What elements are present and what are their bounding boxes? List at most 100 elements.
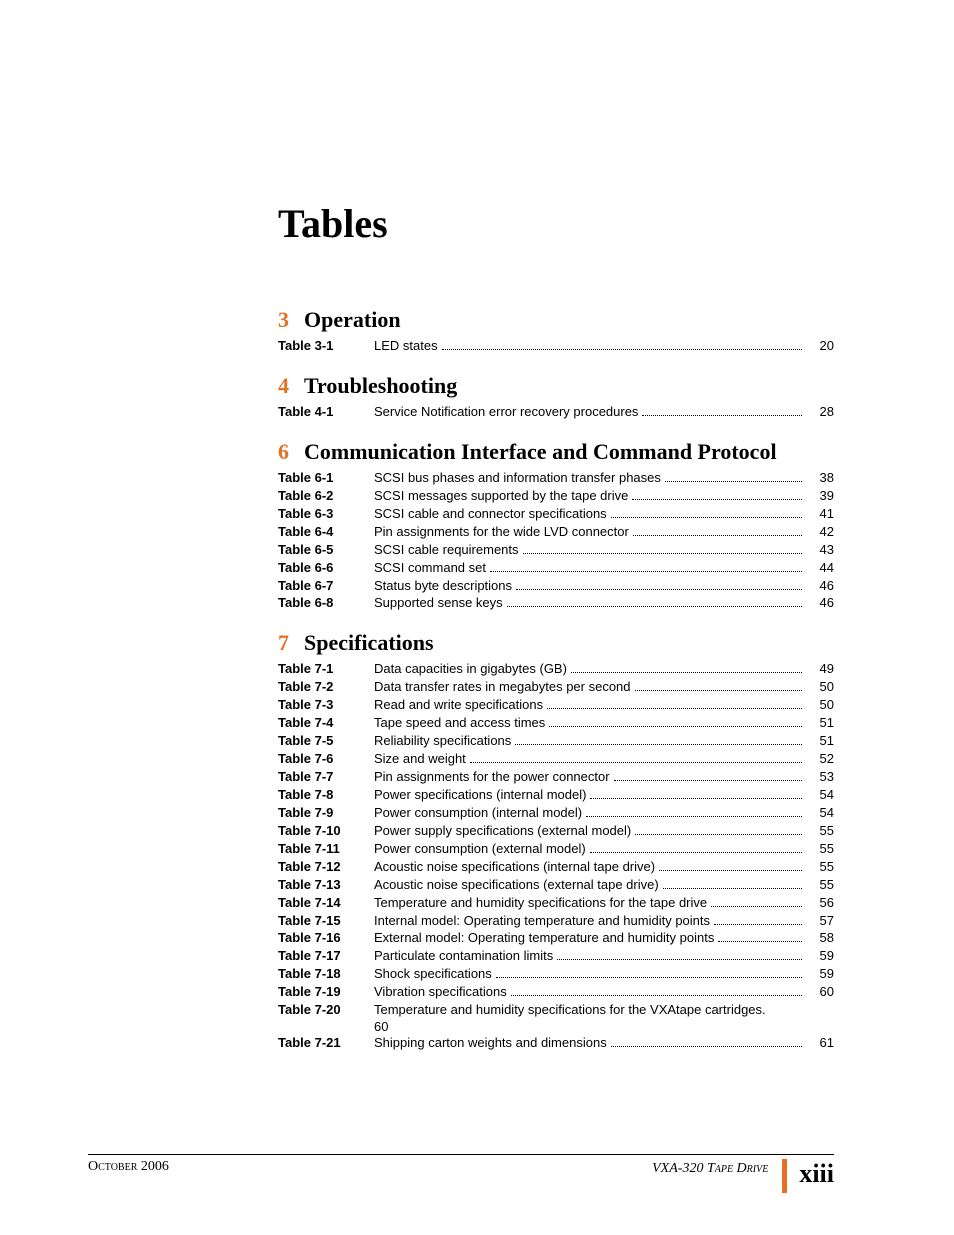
- page: Tables 3OperationTable 3-1LED states204T…: [0, 0, 954, 1235]
- toc-entry[interactable]: Table 7-12Acoustic noise specifications …: [278, 858, 834, 876]
- leader-dots: [635, 825, 802, 835]
- toc-entry[interactable]: Table 7-16External model: Operating temp…: [278, 929, 834, 947]
- entry-page: 28: [806, 403, 834, 421]
- entry-label: Table 7-9: [278, 804, 374, 822]
- leader-dots: [614, 771, 802, 781]
- toc-entry[interactable]: Table 6-1SCSI bus phases and information…: [278, 469, 834, 487]
- leader-dots: [516, 580, 802, 590]
- toc-entry[interactable]: Table 7-7Pin assignments for the power c…: [278, 768, 834, 786]
- leader-dots: [523, 544, 802, 554]
- toc-entry[interactable]: Table 7-10Power supply specifications (e…: [278, 822, 834, 840]
- toc-section: 7Specifications Table 7-1Data capacities …: [278, 630, 834, 1052]
- entry-description: SCSI cable requirements: [374, 541, 519, 559]
- entry-label: Table 6-7: [278, 577, 374, 595]
- leader-dots: [549, 717, 802, 727]
- toc-entry[interactable]: Table 7-13Acoustic noise specifications …: [278, 876, 834, 894]
- entry-description: Size and weight: [374, 750, 466, 768]
- entry-page: 61: [806, 1034, 834, 1052]
- leader-dots: [515, 735, 802, 745]
- footer: October 2006 VXA-320 Tape Drive xiii: [88, 1154, 834, 1193]
- leader-dots: [511, 986, 802, 996]
- toc-entry[interactable]: Table 7-8Power specifications (internal …: [278, 786, 834, 804]
- toc-entry[interactable]: Table 7-4Tape speed and access times51: [278, 714, 834, 732]
- entry-label: Table 6-5: [278, 541, 374, 559]
- leader-dots: [659, 861, 802, 871]
- entry-page: 51: [806, 732, 834, 750]
- section-title: Operation: [304, 307, 401, 333]
- toc-entry[interactable]: Table 7-18Shock specifications59: [278, 965, 834, 983]
- toc-entry[interactable]: Table 6-5SCSI cable requirements 43: [278, 541, 834, 559]
- toc-entry[interactable]: Table 7-3Read and write specifications 50: [278, 696, 834, 714]
- entry-label: Table 7-17: [278, 947, 374, 965]
- toc-entry[interactable]: Table 7-15Internal model: Operating temp…: [278, 912, 834, 930]
- entry-description: Temperature and humidity specifications …: [374, 1001, 834, 1019]
- entry-label: Table 7-20: [278, 1001, 374, 1019]
- entry-description: Vibration specifications: [374, 983, 507, 1001]
- toc-entry[interactable]: Table 7-6Size and weight52: [278, 750, 834, 768]
- entry-page: 43: [806, 541, 834, 559]
- entry-page: 46: [806, 594, 834, 612]
- entry-description: Service Notification error recovery proc…: [374, 403, 638, 421]
- section-title: Specifications: [304, 630, 434, 656]
- toc-entry[interactable]: Table 7-1Data capacities in gigabytes (G…: [278, 660, 834, 678]
- section-number: 7: [278, 630, 304, 656]
- entry-description: Reliability specifications: [374, 732, 511, 750]
- toc-entry[interactable]: Table 6-4Pin assignments for the wide LV…: [278, 523, 834, 541]
- entry-page: 46: [806, 577, 834, 595]
- entry-label: Table 6-2: [278, 487, 374, 505]
- entry-page: 60: [806, 983, 834, 1001]
- entry-description: SCSI command set: [374, 559, 486, 577]
- entry-description: Data transfer rates in megabytes per sec…: [374, 678, 631, 696]
- toc-entry[interactable]: Table 7-14Temperature and humidity speci…: [278, 894, 834, 912]
- entry-label: Table 7-8: [278, 786, 374, 804]
- entry-label: Table 6-8: [278, 594, 374, 612]
- toc-entry[interactable]: Table 7-17Particulate contamination limi…: [278, 947, 834, 965]
- entry-description: Acoustic noise specifications (external …: [374, 876, 659, 894]
- entry-page: 51: [806, 714, 834, 732]
- entry-label: Table 7-3: [278, 696, 374, 714]
- entry-page: 50: [806, 696, 834, 714]
- entry-description: Tape speed and access times: [374, 714, 545, 732]
- toc-entry[interactable]: Table 6-7Status byte descriptions46: [278, 577, 834, 595]
- entry-description: Particulate contamination limits: [374, 947, 553, 965]
- entry-label: Table 7-7: [278, 768, 374, 786]
- toc-entry[interactable]: Table 7-20Temperature and humidity speci…: [278, 1001, 834, 1019]
- toc-entry[interactable]: Table 7-2Data transfer rates in megabyte…: [278, 678, 834, 696]
- entry-description: Power supply specifications (external mo…: [374, 822, 631, 840]
- entry-continuation: 60: [374, 1019, 834, 1034]
- entry-label: Table 7-13: [278, 876, 374, 894]
- content: Tables 3OperationTable 3-1LED states204T…: [278, 200, 834, 1052]
- entry-description: Supported sense keys: [374, 594, 503, 612]
- leader-dots: [496, 968, 802, 978]
- section-heading: 7Specifications: [278, 630, 834, 656]
- leader-dots: [590, 789, 802, 799]
- entry-page: 49: [806, 660, 834, 678]
- toc-entry[interactable]: Table 7-5Reliability specifications 51: [278, 732, 834, 750]
- entry-label: Table 7-12: [278, 858, 374, 876]
- entry-description: Power specifications (internal model): [374, 786, 586, 804]
- toc-entry[interactable]: Table 3-1LED states20: [278, 337, 834, 355]
- footer-product: VXA-320 Tape Drive: [652, 1159, 768, 1177]
- toc-entry[interactable]: Table 6-3SCSI cable and connector specif…: [278, 505, 834, 523]
- toc-entry[interactable]: Table 6-2SCSI messages supported by the …: [278, 487, 834, 505]
- section-heading: 3Operation: [278, 307, 834, 333]
- entry-label: Table 7-5: [278, 732, 374, 750]
- entry-description: Shipping carton weights and dimensions: [374, 1034, 607, 1052]
- toc-entry[interactable]: Table 7-21Shipping carton weights and di…: [278, 1034, 834, 1052]
- toc-entry[interactable]: Table 7-9Power consumption (internal mod…: [278, 804, 834, 822]
- leader-dots: [470, 753, 802, 763]
- entry-page: 50: [806, 678, 834, 696]
- entry-description: Read and write specifications: [374, 696, 543, 714]
- entry-label: Table 4-1: [278, 403, 374, 421]
- leader-dots: [665, 472, 802, 482]
- entry-label: Table 7-10: [278, 822, 374, 840]
- entry-description: SCSI bus phases and information transfer…: [374, 469, 661, 487]
- toc-entry[interactable]: Table 6-6SCSI command set44: [278, 559, 834, 577]
- toc-entry[interactable]: Table 7-19Vibration specifications60: [278, 983, 834, 1001]
- toc-entry[interactable]: Table 6-8Supported sense keys 46: [278, 594, 834, 612]
- toc-entry[interactable]: Table 7-11Power consumption (external mo…: [278, 840, 834, 858]
- entry-page: 53: [806, 768, 834, 786]
- section-title: Communication Interface and Command Prot…: [304, 439, 777, 465]
- toc-entry[interactable]: Table 4-1Service Notification error reco…: [278, 403, 834, 421]
- entry-page: 20: [806, 337, 834, 355]
